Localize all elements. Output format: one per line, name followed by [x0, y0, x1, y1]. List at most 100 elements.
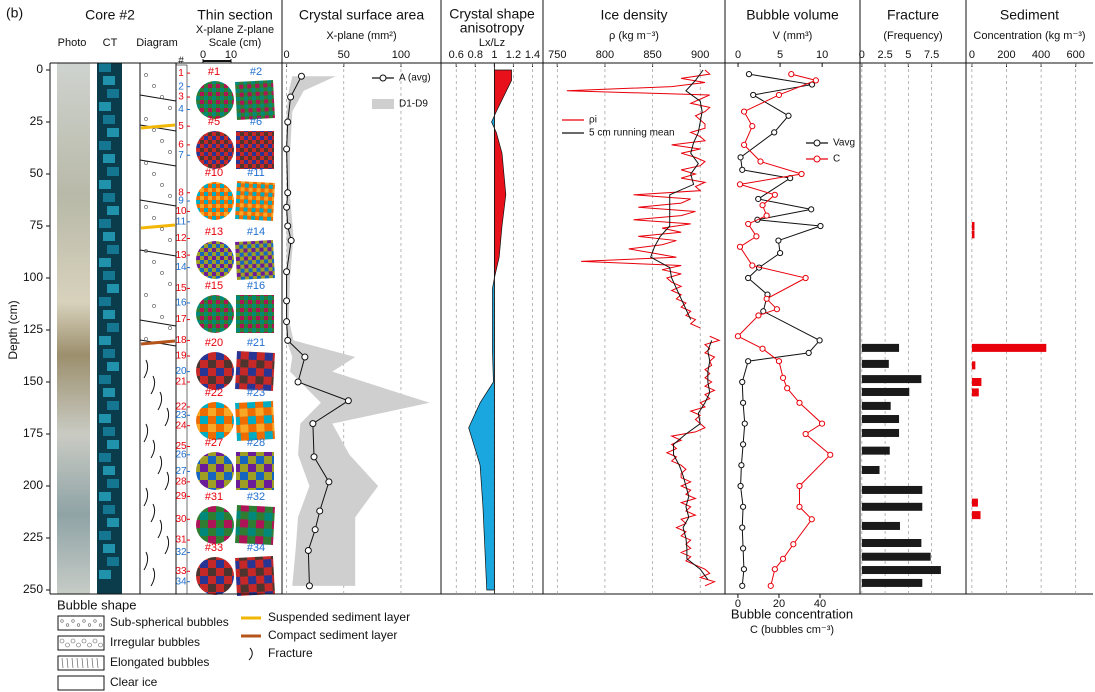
point [749, 262, 756, 269]
legend-texture [87, 642, 92, 648]
sample-number: 30 [175, 514, 187, 525]
legend-swatch [57, 615, 105, 631]
image-label: #33 [205, 542, 223, 554]
ct-texture [107, 557, 119, 566]
point [344, 397, 352, 405]
image-label: #10 [205, 167, 223, 179]
ct-texture [103, 544, 115, 553]
sample-number: 6 [178, 140, 184, 151]
ct-texture [103, 427, 115, 436]
x2-tick-label: 0 [735, 598, 741, 610]
legend-label: 5 cm running mean [589, 128, 675, 139]
scale-tick-label: 10 [225, 49, 237, 61]
thin-section-z [235, 505, 275, 545]
sediment-layer [140, 223, 176, 230]
x-tick-label: 1.4 [525, 49, 540, 61]
point [779, 374, 787, 381]
sample-number: 20 [175, 366, 187, 377]
point [771, 566, 778, 573]
image-label: #22 [205, 387, 223, 399]
y-tick-label: 75 [30, 218, 44, 232]
bubble-symbol [160, 183, 164, 187]
sediment-layer [140, 123, 176, 130]
bubble-symbol [152, 216, 156, 220]
sample-number: 14 [175, 262, 187, 273]
point [284, 336, 292, 344]
legend-marker [813, 155, 821, 163]
legend-texture [65, 623, 70, 627]
fracture-line [150, 503, 156, 523]
sample-number: 31 [175, 535, 187, 546]
y-tick-label: 175 [23, 426, 43, 440]
ct-texture [103, 76, 115, 85]
point [740, 566, 748, 573]
image-label: #11 [247, 167, 265, 179]
y-tick-label: 25 [30, 114, 44, 128]
panel-subtitle: X-plane Z-plane [196, 24, 274, 36]
legend-swatch [372, 99, 394, 109]
x-tick-label: 750 [548, 49, 566, 61]
ct-texture [103, 271, 115, 280]
point [816, 337, 823, 344]
x-tick-label: 0 [969, 49, 975, 61]
sample-number: 17 [175, 314, 187, 325]
bubble-symbol [160, 95, 164, 99]
sample-number: 23 [175, 410, 187, 421]
bar [861, 387, 910, 396]
bubble-symbol [152, 304, 156, 308]
legend-texture [98, 623, 103, 627]
point [771, 129, 778, 136]
legend-label: ρi [589, 115, 597, 126]
fracture-line [143, 423, 149, 443]
ct-texture [99, 219, 111, 228]
thin-section-z [235, 556, 275, 596]
x-tick-label: 0.8 [468, 49, 483, 61]
point [749, 123, 756, 130]
x-tick-label: 1.2 [506, 49, 521, 61]
legend-texture [82, 619, 86, 623]
point [750, 91, 757, 99]
point [759, 202, 766, 209]
bubble-symbol [144, 73, 148, 77]
y-tick-label: 150 [23, 374, 43, 388]
legend-texture [91, 657, 94, 669]
sample-number: 4 [178, 104, 184, 115]
x-axis-label: V (mm³) [773, 30, 813, 42]
image-label: #2 [250, 66, 262, 78]
x2-tick-label: 40 [814, 598, 826, 610]
y-tick-label: 125 [23, 322, 43, 336]
sample-number: 28 [175, 476, 187, 487]
ct-texture [107, 89, 119, 98]
thin-section-x [196, 131, 234, 169]
point [745, 274, 752, 282]
point [304, 546, 312, 554]
diagram-boundary [139, 319, 177, 327]
sample-number: 5 [178, 121, 184, 132]
legend-texture [59, 638, 65, 644]
point [739, 582, 746, 589]
sample-number: 27 [175, 466, 187, 477]
y-tick-label: 250 [23, 582, 43, 596]
fracture-line [150, 567, 156, 587]
x-tick-label: 5 [905, 49, 911, 61]
x-tick-label: 0 [859, 49, 865, 61]
thin-section-z [235, 80, 275, 120]
bar [861, 538, 922, 547]
y-tick-label: 50 [30, 166, 44, 180]
point [817, 222, 824, 230]
x-axis-label: (Frequency) [883, 30, 942, 42]
image-label: #28 [247, 437, 265, 449]
ct-texture [99, 336, 111, 345]
thin-section-z [235, 401, 275, 441]
point [802, 274, 809, 282]
point [287, 237, 295, 245]
image-label: #20 [205, 337, 223, 349]
y-tick-label: 200 [23, 478, 43, 492]
point [738, 462, 745, 469]
bubble-symbol [168, 282, 172, 286]
figure-label: (b) [6, 5, 23, 21]
image-label: #34 [247, 542, 265, 554]
thin-section-z [236, 131, 274, 169]
x-tick-label: 7.5 [924, 49, 939, 61]
